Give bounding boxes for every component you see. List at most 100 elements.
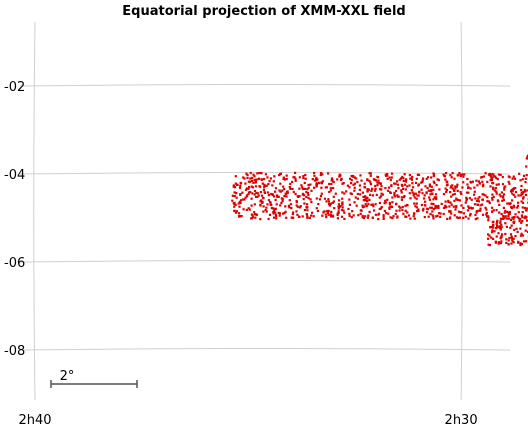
data-point <box>372 205 375 208</box>
data-point <box>298 195 301 198</box>
data-point <box>315 197 318 200</box>
data-point <box>299 205 302 208</box>
data-point <box>502 193 506 196</box>
data-point <box>241 191 244 194</box>
data-point <box>451 193 455 196</box>
data-point <box>404 215 407 218</box>
data-point <box>337 203 340 206</box>
data-point <box>363 205 366 208</box>
data-point <box>469 206 472 209</box>
data-point <box>426 187 429 190</box>
data-point <box>489 185 492 188</box>
data-point <box>397 195 400 198</box>
data-point <box>501 176 504 179</box>
data-point <box>511 199 514 202</box>
data-point <box>524 193 528 197</box>
data-point <box>434 204 437 208</box>
data-point <box>253 189 257 193</box>
data-point <box>514 235 517 238</box>
data-point <box>439 215 442 218</box>
data-point <box>499 242 503 245</box>
data-point <box>383 209 386 213</box>
data-point <box>320 186 323 189</box>
data-point <box>371 188 374 191</box>
data-point <box>303 194 306 197</box>
data-point <box>449 210 452 213</box>
data-point <box>253 203 256 206</box>
data-point <box>247 180 250 183</box>
data-point <box>252 173 255 176</box>
data-point <box>327 200 330 203</box>
data-point <box>432 180 435 183</box>
data-point <box>402 177 405 180</box>
data-point <box>309 183 312 186</box>
data-point <box>442 173 445 176</box>
data-point <box>393 193 396 196</box>
data-point <box>436 214 439 217</box>
data-point <box>510 242 513 245</box>
data-point <box>267 199 270 202</box>
data-point <box>232 184 235 187</box>
data-point <box>437 179 440 182</box>
data-point <box>238 205 241 208</box>
data-point <box>282 212 285 215</box>
data-point <box>317 203 320 206</box>
data-point <box>331 201 334 204</box>
data-point <box>500 191 503 194</box>
data-point <box>380 206 383 209</box>
data-point <box>450 195 453 198</box>
data-point <box>367 214 370 217</box>
data-point <box>499 220 502 223</box>
data-point <box>302 192 305 195</box>
data-point <box>460 192 463 195</box>
data-point <box>484 194 487 197</box>
data-point <box>509 190 513 193</box>
data-point <box>353 186 356 189</box>
data-point <box>497 232 500 235</box>
data-point <box>526 207 528 210</box>
data-point <box>400 191 403 194</box>
data-point <box>304 177 307 180</box>
data-point <box>289 187 292 190</box>
data-point <box>306 209 309 212</box>
data-point <box>285 191 289 194</box>
data-point <box>475 179 478 182</box>
data-point <box>370 203 373 206</box>
data-point <box>380 195 383 198</box>
data-point <box>444 178 447 181</box>
data-point <box>243 198 246 201</box>
data-point <box>434 193 438 196</box>
data-point <box>479 207 482 210</box>
data-point <box>341 191 344 194</box>
data-point <box>338 175 341 178</box>
data-point <box>523 216 526 219</box>
data-point <box>412 186 415 189</box>
data-point <box>268 180 271 183</box>
data-point <box>253 211 256 214</box>
data-point <box>266 176 269 179</box>
data-point <box>494 241 497 244</box>
data-point <box>254 216 257 219</box>
data-point <box>313 171 316 175</box>
data-point <box>387 186 391 189</box>
data-point <box>263 183 266 186</box>
data-point <box>262 197 265 200</box>
data-point <box>412 194 415 197</box>
data-point <box>318 198 321 201</box>
data-point <box>275 215 278 218</box>
data-point <box>369 193 372 196</box>
data-point <box>453 177 456 180</box>
data-point <box>294 177 297 180</box>
data-point <box>277 211 280 214</box>
data-point <box>315 183 318 186</box>
data-point <box>520 200 523 203</box>
data-point <box>260 194 264 197</box>
data-point <box>249 177 252 180</box>
data-point <box>282 177 285 180</box>
data-point <box>270 193 273 196</box>
data-point <box>240 182 243 185</box>
data-point <box>504 185 507 188</box>
data-point <box>259 218 262 221</box>
data-point <box>282 176 285 179</box>
